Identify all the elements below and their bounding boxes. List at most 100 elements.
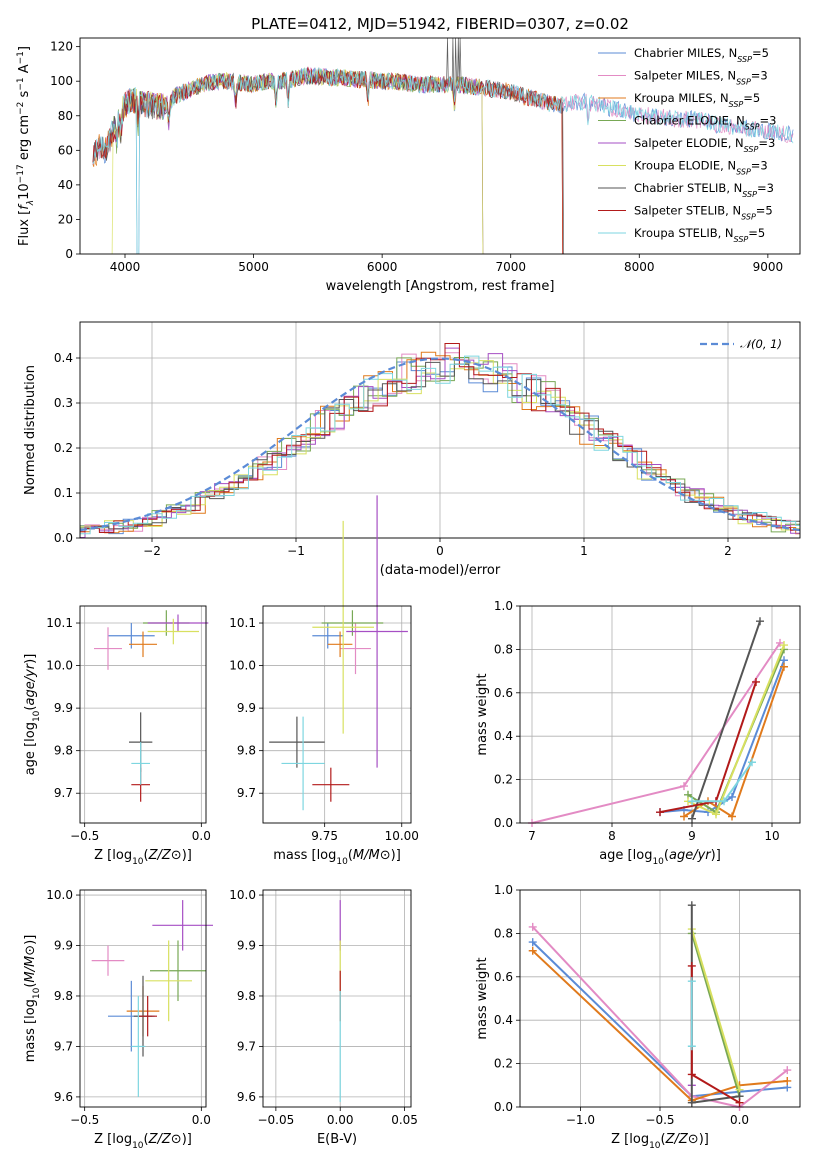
label-part: )] [182, 848, 192, 863]
y-tick-label: 9.8 [54, 744, 73, 758]
legend-entry: Kroupa ELODIE, NSSP=3 [634, 159, 768, 177]
x-tick-label: 0.0 [730, 1113, 749, 1127]
label-part: Chabrier STELIB, N [634, 181, 742, 195]
label-part: age/yr [23, 662, 38, 705]
label-part: ( [348, 848, 353, 863]
y-tick-label: 9.8 [237, 989, 256, 1003]
y-tick-label: 10.1 [229, 616, 256, 630]
label-part: 10 [132, 857, 144, 867]
mass-weight-line [690, 928, 741, 1090]
y-tick-label: 0.8 [494, 926, 513, 940]
massweight_vs_Z-ylabel: mass weight [475, 957, 490, 1039]
label-part: ] [17, 46, 32, 51]
label-part: Kroupa STELIB, N [634, 226, 734, 240]
x-tick-label: 2 [724, 544, 732, 558]
legend-entry: Chabrier STELIB, NSSP=3 [634, 181, 774, 199]
y-tick-label: 9.8 [54, 989, 73, 1003]
x-tick-label: 6000 [367, 260, 398, 274]
x-tick-label: 0.05 [391, 1113, 418, 1127]
label-part: Chabrier MILES, N [634, 46, 737, 60]
mass-weight-marker [712, 810, 720, 819]
y-tick-label: 0.3 [54, 396, 73, 410]
error-bar-point [129, 631, 157, 658]
mass-weight-line [532, 950, 788, 1102]
y-tick-label: 1.0 [494, 599, 513, 613]
label-part: Z [log [611, 1132, 649, 1147]
error-bar-point [91, 945, 125, 976]
x-tick-label: −0.05 [257, 1113, 294, 1127]
error-bar-point [150, 940, 206, 1002]
label-part: M/M⊙ [353, 848, 391, 863]
label-part: )] [391, 848, 401, 863]
label-part: ( [144, 1132, 149, 1147]
mass-weight-marker [680, 812, 688, 821]
error-bar-point [94, 627, 122, 670]
y-tick-label: 10.0 [229, 888, 256, 902]
mass-weight-marker [528, 922, 537, 931]
x-tick-label: 1 [580, 544, 588, 558]
mass-weight-marker [728, 792, 736, 801]
label-part: Salpeter MILES, N [634, 69, 736, 83]
y-tick-label: 0.2 [54, 441, 73, 455]
label-part: ( [661, 1132, 666, 1147]
label-part: Chabrier ELODIE, N [634, 114, 745, 128]
label-part: Z/Z⊙ [148, 848, 182, 863]
label-part: SSP [737, 55, 752, 64]
y-tick-label: 9.9 [54, 701, 73, 715]
mass-weight-marker [687, 961, 696, 970]
x-tick-label: 10 [764, 829, 779, 843]
residual-histogram [80, 361, 800, 531]
y-tick-label: 0.2 [494, 773, 513, 787]
label-part: 10 [336, 857, 348, 867]
age_vs_mass-axes: 9.75 10.00 9.7 9.8 9.9 10.0 10.1 [229, 606, 419, 843]
x-tick-label: 4000 [110, 260, 141, 274]
x-tick-label: −0.5 [70, 1113, 99, 1127]
y-tick-label: 9.6 [237, 1090, 256, 1104]
mass-weight-marker [656, 808, 664, 817]
y-tick-label: 0.0 [54, 531, 73, 545]
y-tick-label: 9.7 [237, 1039, 256, 1053]
figure-title: PLATE=0412, MJD=51942, FIBERID=0307, z=0… [251, 15, 629, 33]
y-tick-label: 0.2 [494, 1057, 513, 1071]
x-tick-label: 8 [608, 829, 616, 843]
mass_vs_Z-frame [79, 889, 207, 1108]
label-part: SSP [734, 235, 749, 244]
mass-weight-marker [688, 797, 696, 806]
error-bar-point [269, 716, 325, 768]
label-part: 10 [32, 987, 42, 999]
mass-weight-marker [780, 641, 788, 650]
mass_vs_ebv-xlabel: E(B-V) [317, 1132, 357, 1147]
x-tick-label: 7000 [495, 260, 526, 274]
label-part: Kroupa MILES, N [634, 91, 729, 105]
y-tick-label: 9.7 [237, 786, 256, 800]
gaussian-legend-label: 𝒩(0, 1) [740, 337, 782, 351]
label-part: =3 [751, 69, 768, 83]
mass-weight-marker [783, 1076, 792, 1085]
label-part: Salpeter ELODIE, N [634, 136, 744, 150]
residual-histogram [80, 355, 800, 535]
y-tick-label: 10.1 [46, 616, 73, 630]
y-tick-label: 0.4 [494, 729, 513, 743]
massweight_vs_age-frame [519, 605, 801, 824]
label-part: M/M⊙ [23, 945, 38, 983]
label-part: 10 [32, 710, 42, 722]
error-bar-point [147, 618, 199, 645]
mass-weight-marker [687, 901, 696, 910]
x-tick-label: 0 [436, 544, 444, 558]
label-part: 10 [649, 1141, 661, 1151]
mass_vs_ebv-frame [262, 889, 412, 1108]
label-part: −1 [16, 51, 26, 64]
x-tick-label: −0.5 [645, 1113, 674, 1127]
label-part: Flux [ [17, 210, 32, 246]
label-part: =3 [760, 114, 777, 128]
y-tick-label: 0.4 [54, 351, 73, 365]
label-part: )] [23, 654, 38, 664]
label-part: SSP [741, 212, 756, 221]
label-part: =5 [756, 204, 773, 218]
label-part: Z [log [94, 848, 132, 863]
age_vs_Z-xlabel: Z [log10(Z/Z⊙)] [94, 848, 192, 867]
label-part: age [log [599, 848, 652, 863]
age_vs_Z-axes: −0.5 0.0 9.7 9.8 9.9 10.0 10.1 [46, 606, 211, 843]
